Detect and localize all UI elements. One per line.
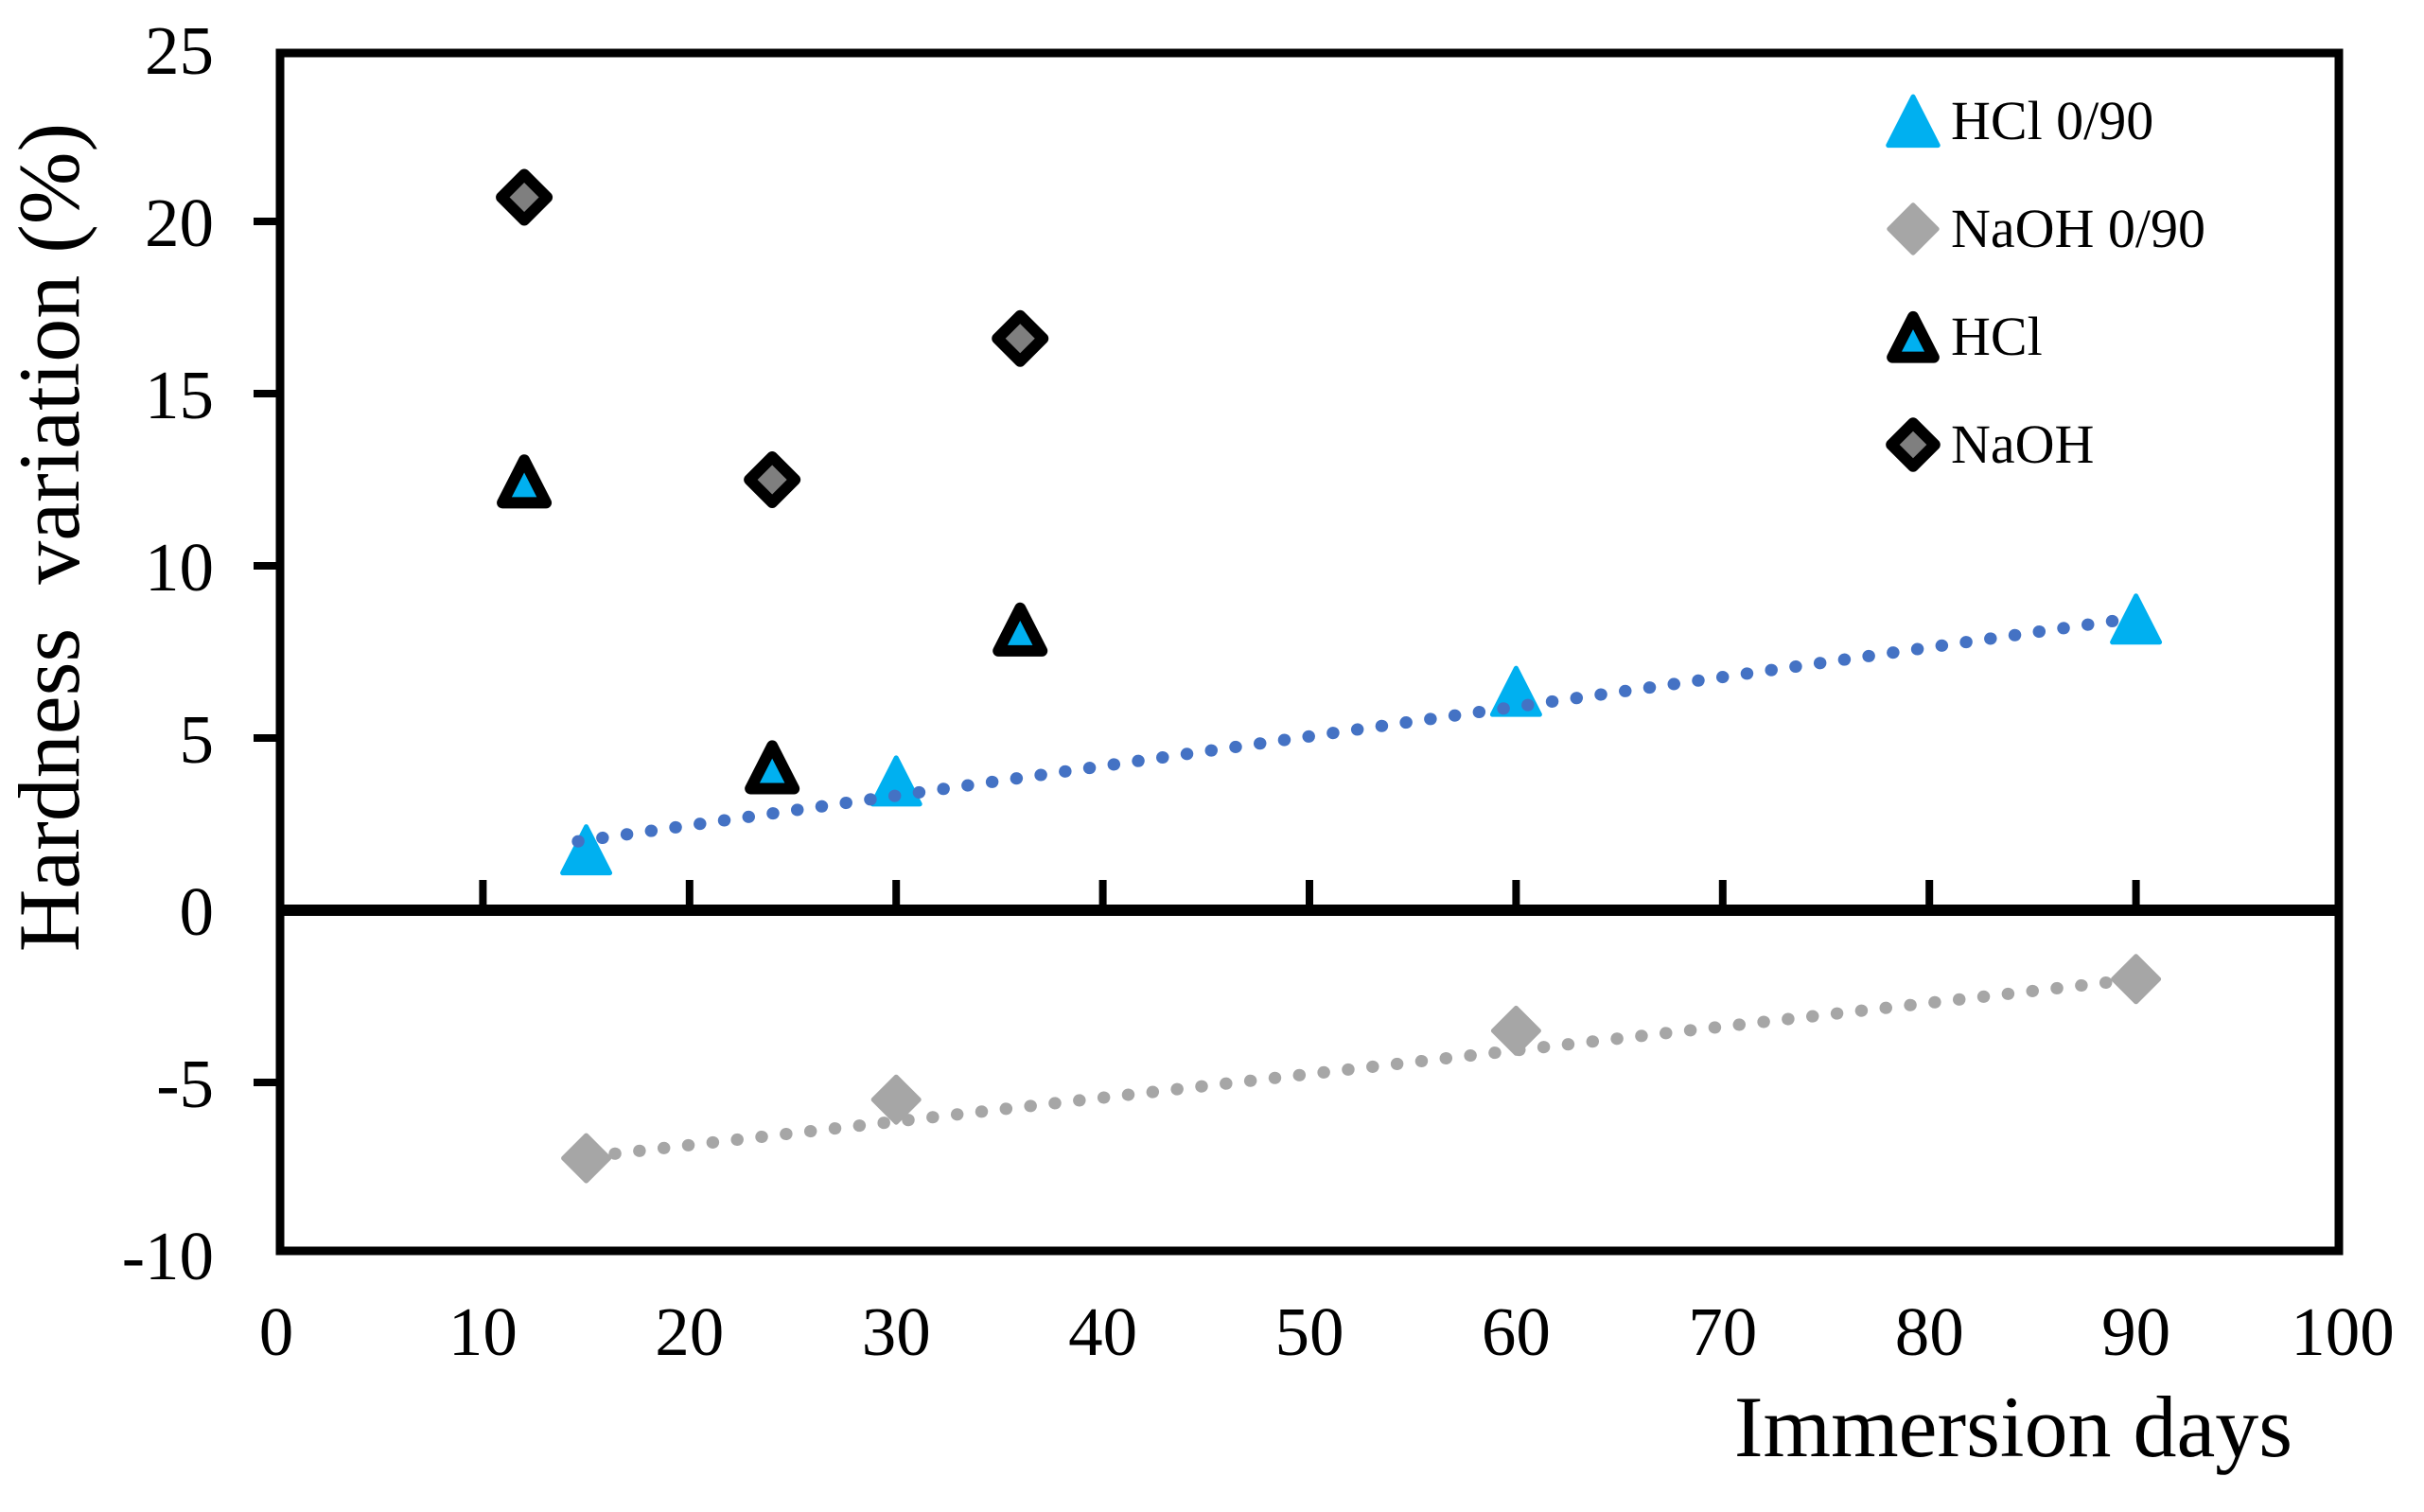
y-tick-label: -10 bbox=[122, 1218, 214, 1294]
x-axis-title: Immersion days bbox=[1733, 1379, 2293, 1475]
triangle-marker-hcl-0-90 bbox=[1886, 94, 1941, 149]
triangle-marker-hcl-0-90 bbox=[560, 824, 613, 876]
diamond-legend-icon bbox=[1887, 202, 1940, 255]
legend-item-naoh: NaOH bbox=[1879, 411, 2205, 479]
legend: HCl 0/90 NaOH 0/90 HCl NaOH bbox=[1879, 87, 2205, 479]
x-tick-label: 80 bbox=[1895, 1293, 1964, 1370]
triangle-legend-icon bbox=[1886, 94, 1941, 149]
x-tick-label: 30 bbox=[862, 1293, 931, 1370]
triangle-marker-hcl-0-90 bbox=[2110, 593, 2163, 645]
diamond-marker-naoh-0-90 bbox=[870, 1074, 922, 1125]
x-tick-label: 0 bbox=[259, 1293, 294, 1370]
triangle-marker-hcl bbox=[497, 454, 553, 509]
legend-label-hcl: HCl bbox=[1951, 306, 2043, 367]
x-tick-label: 50 bbox=[1275, 1293, 1344, 1370]
plot-border bbox=[275, 48, 2344, 1256]
legend-label-naoh: NaOH bbox=[1951, 413, 2095, 475]
triangle-marker-hcl-0-90 bbox=[869, 755, 922, 807]
outlined-triangle-legend-icon bbox=[1887, 310, 1940, 363]
x-tick-label: 90 bbox=[2101, 1293, 2170, 1370]
y-tick-label: 5 bbox=[180, 701, 215, 778]
trendline-naoh-0-90 bbox=[584, 975, 2128, 1163]
legend-label-hcl-0-90: HCl 0/90 bbox=[1951, 90, 2154, 151]
triangle-marker-hcl bbox=[1887, 310, 1940, 363]
trendline-hcl-0-90 bbox=[571, 612, 2133, 848]
x-tick-label: 40 bbox=[1068, 1293, 1137, 1370]
diamond-marker-naoh-0-90 bbox=[1887, 202, 1940, 255]
y-tick-label: -5 bbox=[156, 1046, 214, 1122]
legend-label-naoh-0-90: NaOH 0/90 bbox=[1951, 198, 2206, 259]
diamond-marker-naoh bbox=[744, 451, 801, 508]
y-tick-label: 10 bbox=[145, 529, 214, 606]
legend-item-naoh-0-90: NaOH 0/90 bbox=[1879, 195, 2205, 263]
outlined-diamond-legend-icon bbox=[1886, 417, 1941, 472]
triangle-marker-hcl bbox=[992, 602, 1048, 657]
y-tick-label: 0 bbox=[180, 873, 215, 950]
x-tick-label: 60 bbox=[1482, 1293, 1551, 1370]
triangle-marker-hcl bbox=[745, 740, 800, 795]
diamond-marker-naoh bbox=[1886, 417, 1941, 472]
y-tick-label: 15 bbox=[145, 357, 214, 433]
x-tick-label: 100 bbox=[2291, 1293, 2395, 1370]
diamond-marker-naoh bbox=[496, 168, 553, 226]
diamond-marker-naoh-0-90 bbox=[2111, 954, 2162, 1005]
y-tick-label: 25 bbox=[145, 12, 214, 89]
x-tick-label: 20 bbox=[655, 1293, 724, 1370]
y-tick-label: 20 bbox=[145, 185, 214, 261]
x-tick-label: 70 bbox=[1688, 1293, 1757, 1370]
y-axis-title: Hardness variation (%) bbox=[1, 122, 97, 953]
legend-item-hcl-0-90: HCl 0/90 bbox=[1879, 87, 2205, 155]
x-tick-label: 10 bbox=[448, 1293, 518, 1370]
legend-item-hcl: HCl bbox=[1879, 303, 2205, 371]
diamond-marker-naoh bbox=[992, 309, 1049, 367]
